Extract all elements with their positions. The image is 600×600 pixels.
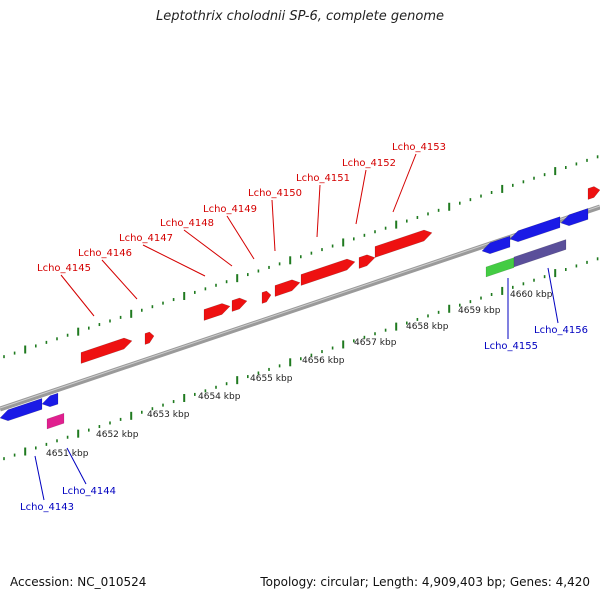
reverse-gene-arrow[interactable] — [560, 208, 589, 227]
gene-label[interactable]: Lcho_4146 — [78, 248, 132, 259]
label-leader-line — [66, 447, 87, 485]
reverse-gene-arrow[interactable] — [0, 398, 43, 422]
kbp-axis-labels: 4651 kbp 4652 kbp 4653 kbp 4654 kbp 4655 kbp… — [46, 290, 553, 459]
feature-track[interactable] — [0, 186, 600, 430]
gene-label[interactable]: Lcho_4147 — [119, 233, 173, 244]
reverse-gene-arrow[interactable] — [509, 216, 561, 243]
accession-text: Accession: NC_010524 — [10, 575, 147, 589]
gene-label[interactable]: Lcho_4155 — [484, 341, 538, 352]
label-leader-line — [547, 267, 559, 324]
gene-label[interactable]: Lcho_4149 — [203, 204, 257, 215]
forward-gene-arrow[interactable] — [300, 258, 356, 286]
forward-tick-track — [3, 155, 599, 359]
gene-label[interactable]: Lcho_4150 — [248, 188, 302, 199]
label-leader-line — [142, 244, 206, 277]
forward-gene-arrow[interactable] — [374, 229, 433, 258]
label-leader-line — [316, 184, 321, 238]
gene-label[interactable]: Lcho_4145 — [37, 263, 91, 274]
reverse-tick-track — [3, 257, 599, 461]
forward-gene-arrow[interactable] — [358, 254, 376, 269]
forward-gene-arrow[interactable] — [274, 279, 301, 297]
label-leader-line — [183, 229, 233, 267]
label-leader-line — [271, 199, 276, 252]
reverse-gene-arrow[interactable] — [41, 392, 59, 408]
kbp-label: 4654 kbp — [198, 392, 241, 402]
gene-label[interactable]: Lcho_4156 — [534, 325, 588, 336]
forward-gene-arrow[interactable] — [144, 331, 155, 345]
genome-info-text: Topology: circular; Length: 4,909,403 bp… — [260, 575, 590, 589]
gene-label[interactable]: Lcho_4144 — [62, 486, 116, 497]
kbp-label: 4660 kbp — [510, 290, 553, 300]
kbp-label: 4657 kbp — [354, 338, 397, 348]
label-leader-line — [355, 169, 367, 225]
label-leader-line — [101, 259, 138, 300]
reverse-gene-arrow[interactable] — [481, 235, 511, 255]
kbp-label: 4659 kbp — [458, 306, 501, 316]
gene-label[interactable]: Lcho_4143 — [20, 502, 74, 513]
label-leader-line — [34, 455, 45, 501]
forward-gene-arrow[interactable] — [231, 297, 248, 312]
forward-gene-arrow[interactable] — [587, 186, 600, 200]
pink-feature[interactable] — [46, 412, 65, 430]
forward-gene-arrow[interactable] — [261, 290, 272, 304]
gene-label[interactable]: Lcho_4148 — [160, 218, 214, 229]
kbp-label: 4655 kbp — [250, 374, 293, 384]
kbp-label: 4653 kbp — [147, 410, 190, 420]
forward-gene-arrow[interactable] — [80, 337, 133, 364]
kbp-label: 4658 kbp — [406, 322, 449, 332]
kbp-label: 4656 kbp — [302, 356, 345, 366]
map-title: Leptothrix cholodnii SP-6, complete geno… — [156, 9, 444, 24]
gene-label-layer: Lcho_4145 Lcho_4146 Lcho_4147 Lcho_4148 Lcho… — [20, 142, 588, 513]
kbp-label: 4651 kbp — [46, 449, 89, 459]
label-leader-line — [392, 153, 417, 213]
label-leader-line — [226, 215, 255, 260]
gene-label[interactable]: Lcho_4152 — [342, 158, 396, 169]
gene-label[interactable]: Lcho_4153 — [392, 142, 446, 153]
purple-feature[interactable] — [513, 239, 567, 268]
kbp-label: 4652 kbp — [96, 430, 139, 440]
green-feature[interactable] — [485, 257, 515, 278]
gene-label[interactable]: Lcho_4151 — [296, 173, 350, 184]
forward-gene-arrow[interactable] — [203, 303, 231, 321]
label-leader-line — [60, 274, 95, 317]
